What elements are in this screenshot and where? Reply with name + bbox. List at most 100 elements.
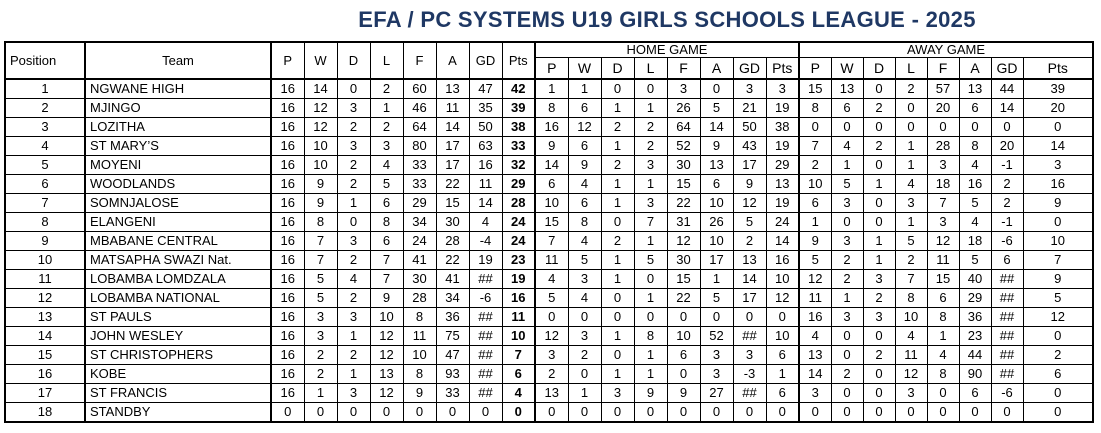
away-stat-cell: 11 [926, 250, 960, 270]
col-header-overall-f: F [402, 41, 437, 80]
away-stat-cell: 0 [862, 212, 896, 232]
overall-stat-cell: 12 [303, 98, 338, 118]
overall-stat-cell: 0 [303, 402, 338, 423]
home-stat-cell: 12 [765, 288, 800, 308]
overall-stat-cell: 1 [336, 193, 371, 213]
overall-stat-cell: 2 [303, 364, 338, 384]
home-stat-cell: 0 [666, 307, 701, 327]
team-cell: STANDBY [84, 402, 272, 423]
col-header-overall-w: W [303, 41, 338, 80]
home-stat-cell: 2 [633, 136, 668, 156]
home-stat-cell: 15 [666, 269, 701, 289]
overall-stat-cell: 2 [336, 155, 371, 175]
overall-stat-cell: 12 [303, 117, 338, 137]
col-header-home-f: F [666, 57, 701, 80]
home-stat-cell: 19 [765, 193, 800, 213]
position-cell: 7 [4, 193, 86, 213]
home-stat-cell: 9 [732, 174, 767, 194]
overall-stat-cell: 33 [435, 383, 470, 403]
overall-stat-cell: 33 [402, 155, 437, 175]
position-cell: 1 [4, 78, 86, 99]
table-row: 4 ST MARY’S 16 10 3 3 80 17 63 33 9 6 1 2 52 9 43 19 7 4 2 1 2… [4, 136, 1094, 156]
home-stat-cell: 3 [699, 364, 734, 384]
home-stat-cell: 10 [666, 326, 701, 346]
home-stat-cell: 0 [600, 402, 635, 423]
away-stat-cell: ## [990, 345, 1024, 365]
away-stat-cell: 3 [926, 155, 960, 175]
position-cell: 11 [4, 269, 86, 289]
overall-stat-cell: 3 [303, 326, 338, 346]
away-stat-cell: 2 [830, 269, 864, 289]
home-stat-cell: 0 [666, 402, 701, 423]
overall-stat-cell: 13 [369, 364, 404, 384]
overall-stat-cell: 16 [468, 155, 503, 175]
overall-stat-cell: -4 [468, 231, 503, 251]
overall-stat-cell: 33 [402, 174, 437, 194]
home-stat-cell: 1 [699, 269, 734, 289]
home-stat-cell: 50 [732, 117, 767, 137]
away-stat-cell: 0 [990, 402, 1024, 423]
home-stat-cell: 9 [567, 155, 602, 175]
away-stat-cell: 10 [1022, 231, 1094, 251]
overall-stat-cell: 1 [336, 364, 371, 384]
team-cell: LOBAMBA LOMDZALA [84, 269, 272, 289]
overall-stat-cell: 75 [435, 326, 470, 346]
home-stat-cell: 0 [666, 364, 701, 384]
away-stat-cell: 0 [830, 117, 864, 137]
overall-stat-cell: 33 [501, 136, 536, 156]
away-stat-cell: 12 [894, 364, 928, 384]
home-stat-cell: 43 [732, 136, 767, 156]
home-stat-cell: 26 [666, 98, 701, 118]
away-stat-cell: 0 [798, 117, 832, 137]
home-stat-cell: 3 [534, 345, 569, 365]
away-stat-cell: 0 [958, 117, 992, 137]
overall-stat-cell: 64 [402, 117, 437, 137]
overall-stat-cell: 5 [369, 174, 404, 194]
overall-stat-cell: 0 [270, 402, 305, 423]
overall-stat-cell: 4 [369, 155, 404, 175]
position-cell: 8 [4, 212, 86, 232]
col-header-home-l: L [633, 57, 668, 80]
position-cell: 10 [4, 250, 86, 270]
overall-stat-cell: 34 [435, 288, 470, 308]
home-stat-cell: 9 [633, 383, 668, 403]
away-stat-cell: 0 [990, 117, 1024, 137]
team-cell: LOBAMBA NATIONAL [84, 288, 272, 308]
table-row: 8 ELANGENI 16 8 0 8 34 30 4 24 15 8 0 7 31 26 5 24 1 0 0 1 3 4-… [4, 212, 1094, 232]
home-stat-cell: 64 [666, 117, 701, 137]
home-stat-cell: 0 [633, 269, 668, 289]
away-stat-cell: 0 [830, 383, 864, 403]
page-title: EFA / PC SYSTEMS U19 GIRLS SCHOOLS LEAGU… [358, 7, 976, 32]
overall-stat-cell: 41 [402, 250, 437, 270]
away-stat-cell: 13 [958, 78, 992, 99]
team-cell: MBABANE CENTRAL [84, 231, 272, 251]
away-stat-cell: 3 [894, 193, 928, 213]
team-cell: LOZITHA [84, 117, 272, 137]
home-stat-cell: 4 [567, 231, 602, 251]
home-stat-cell: 1 [633, 288, 668, 308]
team-cell: KOBE [84, 364, 272, 384]
position-cell: 4 [4, 136, 86, 156]
home-stat-cell: 31 [666, 212, 701, 232]
away-stat-cell: 15 [926, 269, 960, 289]
overall-stat-cell: 16 [270, 174, 305, 194]
home-stat-cell: 0 [600, 307, 635, 327]
overall-stat-cell: 0 [369, 402, 404, 423]
away-stat-cell: ## [990, 307, 1024, 327]
home-stat-cell: 13 [765, 174, 800, 194]
home-stat-cell: 0 [600, 212, 635, 232]
away-stat-cell: 0 [894, 98, 928, 118]
overall-stat-cell: 60 [402, 78, 437, 99]
overall-stat-cell: 1 [303, 383, 338, 403]
home-stat-cell: 13 [732, 250, 767, 270]
overall-stat-cell: ## [468, 307, 503, 327]
home-stat-cell: 2 [600, 117, 635, 137]
home-stat-cell: 0 [732, 402, 767, 423]
home-stat-cell: 3 [765, 78, 800, 99]
overall-stat-cell: 24 [501, 231, 536, 251]
overall-stat-cell: 12 [369, 383, 404, 403]
home-stat-cell: 2 [732, 231, 767, 251]
away-stat-cell: 0 [862, 117, 896, 137]
home-stat-cell: 12 [567, 117, 602, 137]
away-stat-cell: 13 [830, 78, 864, 99]
